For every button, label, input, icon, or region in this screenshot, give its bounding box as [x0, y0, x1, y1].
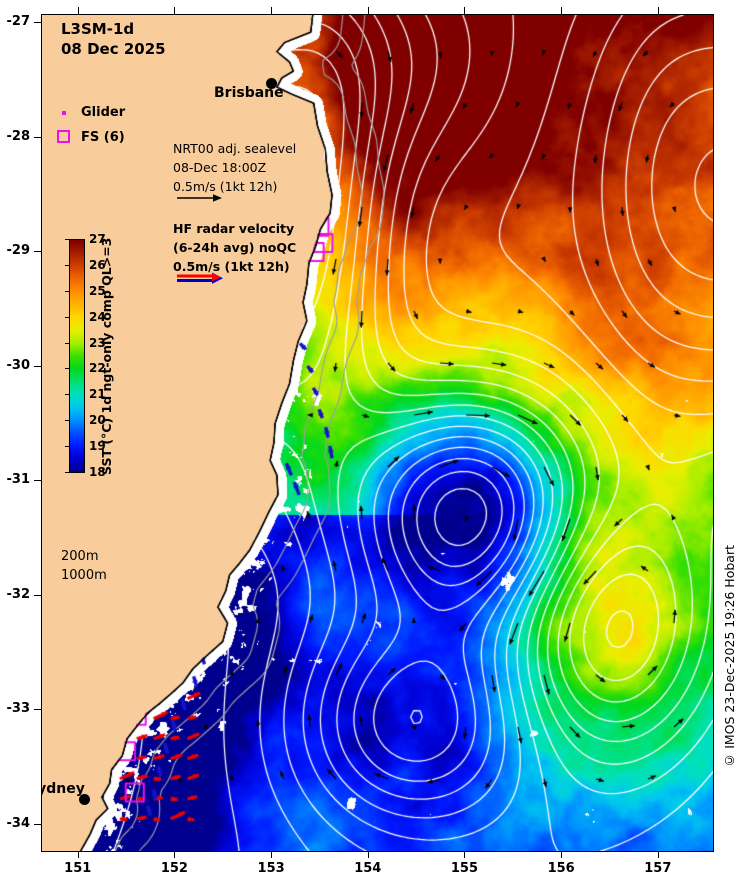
lon-tick-top	[77, 7, 79, 14]
copyright-text: © IMOS 23-Dec-2025 19:26 Hobart	[722, 545, 737, 768]
colorbar-tick	[65, 239, 70, 240]
depth-200m: 200m	[61, 549, 99, 564]
map-panel[interactable]: L3SM-1d 08 Dec 2025 Glider FS (6) Brisban…	[41, 14, 714, 852]
lon-tick-label: 156	[547, 861, 575, 876]
glider-legend-icon	[62, 111, 66, 115]
colorbar-tick	[65, 316, 70, 318]
lon-tick-label: 155	[450, 861, 479, 876]
lat-tick	[34, 136, 41, 138]
depth-1000m: 1000m	[61, 568, 107, 583]
lon-tick	[174, 851, 176, 858]
colorbar-tick-label: 26	[89, 257, 106, 272]
lon-tick	[367, 851, 369, 858]
sydney-marker	[79, 794, 90, 805]
sealevel-arrow-icon	[177, 194, 222, 202]
colorbar-tick-label: 27	[89, 232, 106, 246]
colorbar-tick	[65, 342, 70, 344]
lon-tick-label: 154	[354, 861, 382, 876]
lat-tick-label: -32	[6, 586, 31, 602]
hfradar-line3: 0.5m/s (1kt 12h)	[173, 259, 290, 274]
colorbar: 27 26 25 24 23 22 21 20 19 18	[65, 232, 106, 479]
lat-tick-label: -28	[6, 128, 31, 144]
depth-contour-labels: 200m 1000m	[61, 547, 107, 585]
lon-tick-label: 152	[160, 861, 188, 876]
colorbar-tick-label: 24	[89, 309, 106, 324]
colorbar-axis-title: SST (°C) 1d ngt-only comp QL>=3	[99, 237, 114, 475]
colorbar-tick	[65, 420, 70, 422]
lat-tick	[34, 594, 41, 596]
lon-tick	[657, 851, 659, 858]
lat-tick	[34, 251, 41, 253]
sealevel-line2: 08-Dec 18:00Z	[173, 160, 267, 175]
lat-tick-label: -33	[6, 701, 31, 717]
lon-tick	[271, 851, 273, 858]
lat-tick-label: -31	[6, 472, 31, 488]
hfradar-annotation: HF radar velocity (6-24h avg) noQC 0.5m/s …	[173, 219, 296, 276]
lon-tick-label: 151	[64, 861, 92, 876]
lon-tick-top	[464, 7, 466, 14]
title-product: L3SM-1d	[61, 20, 135, 38]
colorbar-gradient	[69, 239, 85, 473]
lat-tick-label: -30	[6, 357, 31, 373]
lon-tick-top	[174, 7, 176, 14]
lon-tick	[77, 851, 79, 858]
map-title: L3SM-1d 08 Dec 2025	[61, 19, 166, 59]
colorbar-tick-label: 20	[89, 413, 106, 428]
colorbar-tick	[65, 290, 70, 292]
sydney-label: Sydney	[42, 781, 85, 797]
lon-tick-label: 153	[257, 861, 285, 876]
colorbar-tick-label: 19	[89, 439, 106, 454]
colorbar-tick-label: 21	[89, 387, 106, 402]
sealevel-line1: NRT00 adj. sealevel	[173, 141, 297, 156]
lon-tick	[464, 851, 466, 858]
colorbar-tick-label: 25	[89, 283, 106, 298]
colorbar-tick-label: 23	[89, 335, 106, 350]
brisbane-marker	[266, 78, 277, 89]
colorbar-tick	[65, 264, 70, 266]
fs-legend-label: FS (6)	[81, 130, 125, 145]
colorbar-tick	[65, 446, 70, 448]
lon-tick-top	[367, 7, 369, 14]
hfradar-arrow-icon	[177, 272, 223, 284]
sealevel-line3: 0.5m/s (1kt 12h)	[173, 179, 278, 194]
lon-tick-top	[561, 7, 563, 14]
lat-tick	[34, 823, 41, 825]
lat-tick	[34, 365, 41, 367]
sealevel-annotation: NRT00 adj. sealevel 08-Dec 18:00Z 0.5m/s (…	[173, 139, 296, 196]
lat-tick-label: -34	[6, 815, 31, 831]
fs-legend-icon	[57, 130, 70, 143]
colorbar-tick	[65, 394, 70, 396]
lon-tick	[561, 851, 563, 858]
sst-heatmap-canvas	[42, 15, 713, 851]
lat-tick	[34, 709, 41, 711]
colorbar-tick	[65, 368, 70, 370]
lon-tick-label: 157	[644, 861, 672, 876]
glider-legend-label: Glider	[81, 105, 126, 120]
lat-tick	[34, 480, 41, 482]
colorbar-tick	[65, 472, 70, 473]
brisbane-label: Brisbane	[214, 85, 284, 101]
lon-tick-top	[657, 7, 659, 14]
hfradar-line1: HF radar velocity	[173, 221, 295, 236]
title-date: 08 Dec 2025	[61, 40, 166, 58]
hfradar-line2: (6-24h avg) noQC	[173, 240, 297, 255]
lat-tick-label: -27	[6, 14, 31, 30]
colorbar-tick-label: 18	[89, 465, 106, 479]
lat-tick	[34, 22, 41, 24]
lon-tick-top	[271, 7, 273, 14]
lat-tick-label: -29	[6, 243, 31, 259]
colorbar-tick-label: 22	[89, 361, 106, 376]
